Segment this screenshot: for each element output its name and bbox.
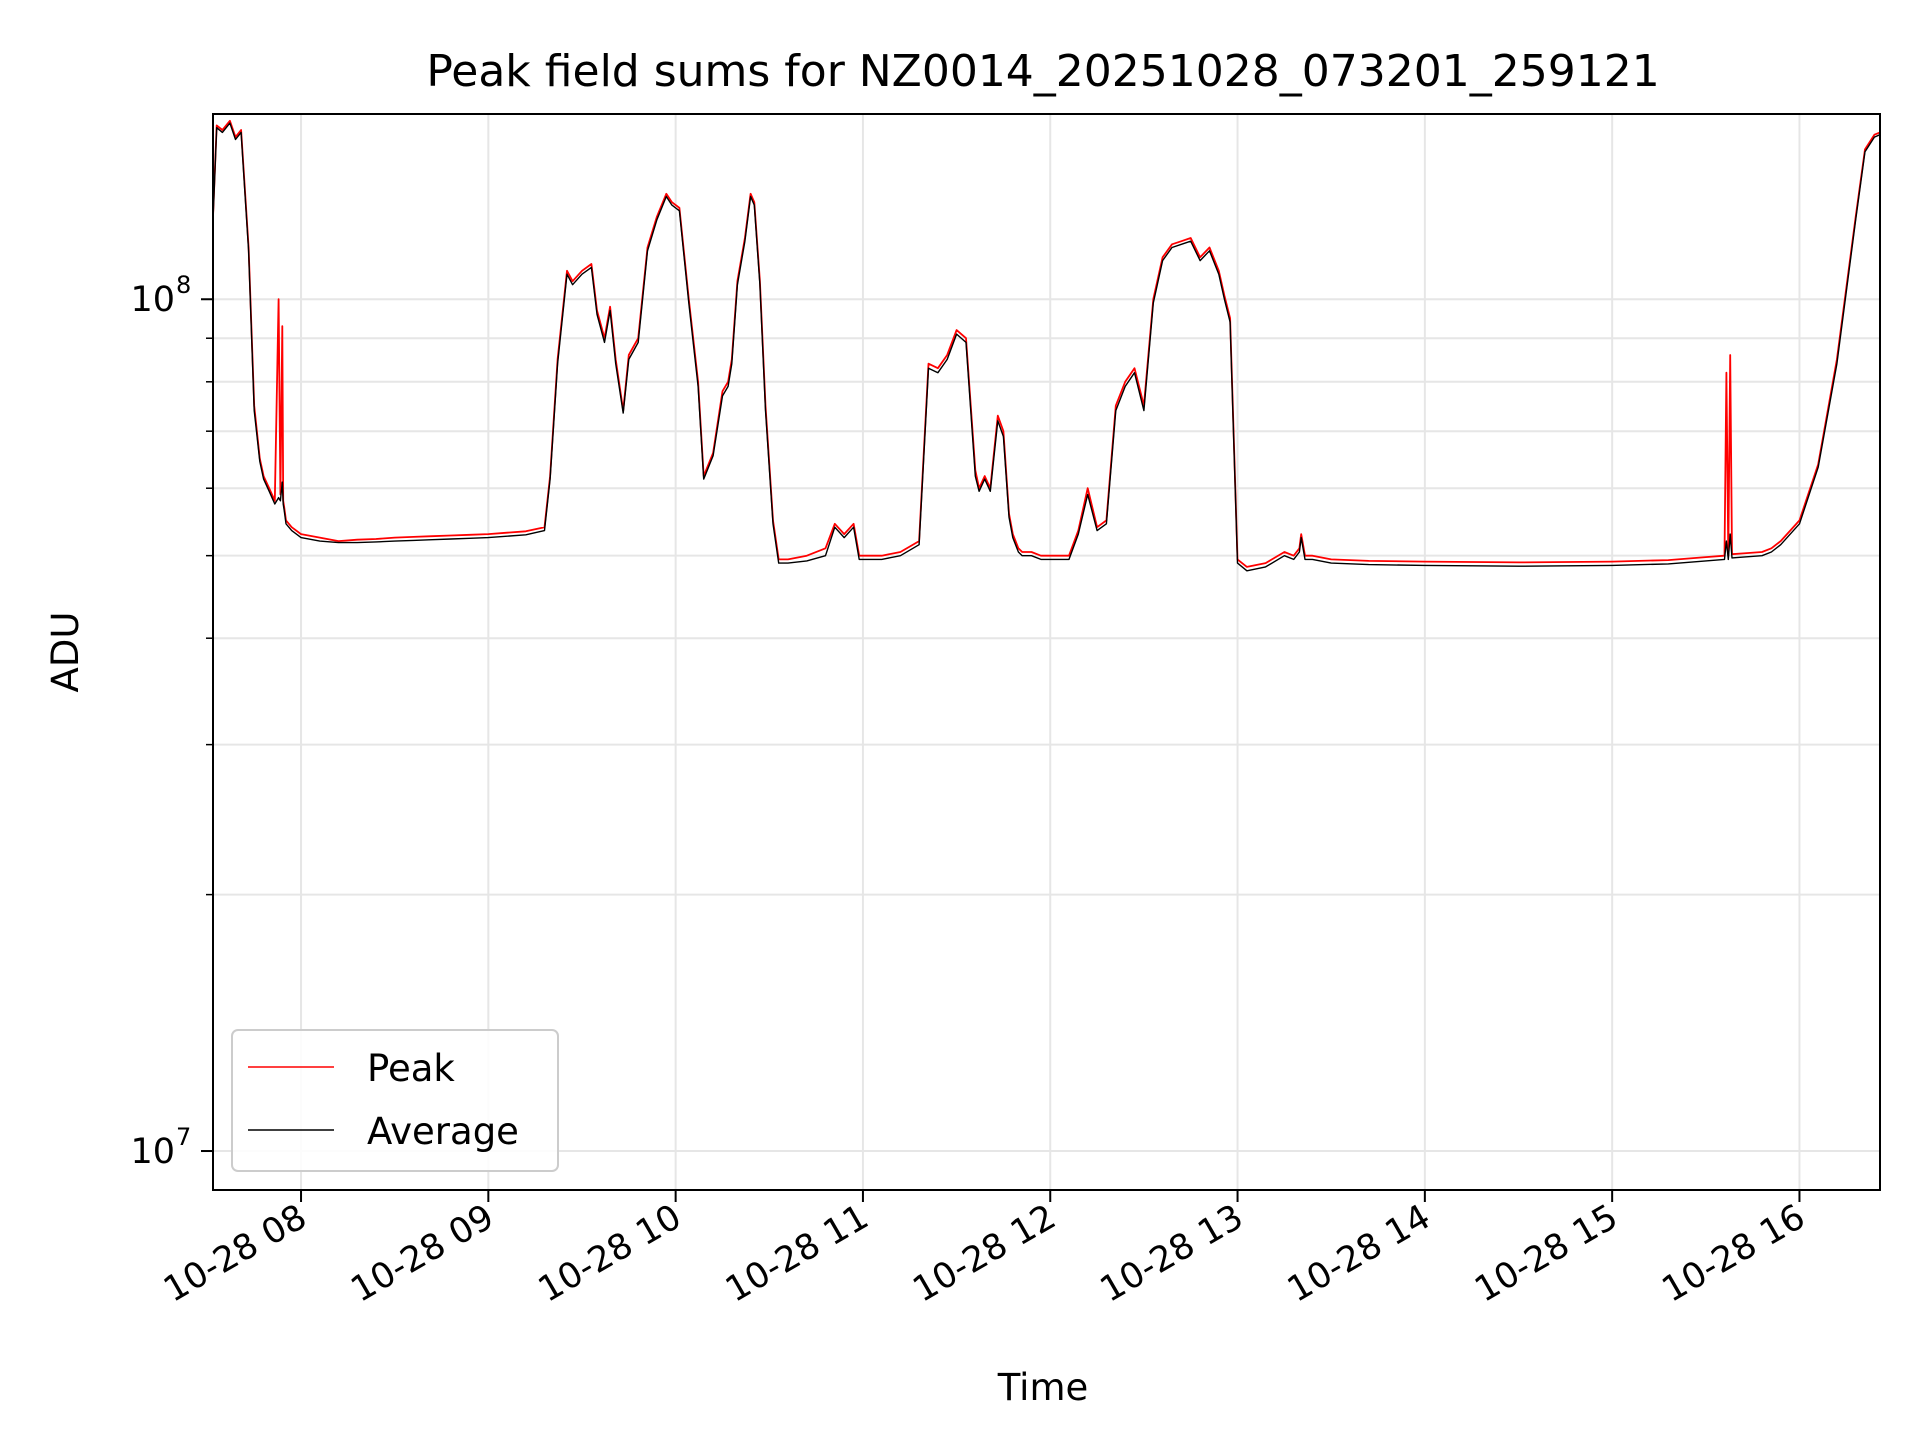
y-tick-exponent: 8 bbox=[176, 271, 191, 299]
y-axis-label: ADU bbox=[44, 612, 87, 693]
y-tick-label: 10 bbox=[130, 280, 175, 320]
y-tick-label: 10 bbox=[130, 1132, 175, 1172]
series-line-average bbox=[212, 122, 1881, 572]
plot-frame bbox=[212, 113, 1881, 1191]
legend-label-peak: Peak bbox=[367, 1047, 455, 1090]
chart-title: Peak field sums for NZ0014_20251028_0732… bbox=[426, 46, 1659, 97]
x-axis-label: Time bbox=[997, 1366, 1089, 1409]
legend-label-average: Average bbox=[367, 1110, 519, 1153]
legend: Peak Average bbox=[231, 1029, 559, 1172]
legend-box bbox=[231, 1029, 559, 1172]
y-tick-exponent: 7 bbox=[176, 1123, 191, 1151]
series-layer bbox=[212, 119, 1881, 572]
